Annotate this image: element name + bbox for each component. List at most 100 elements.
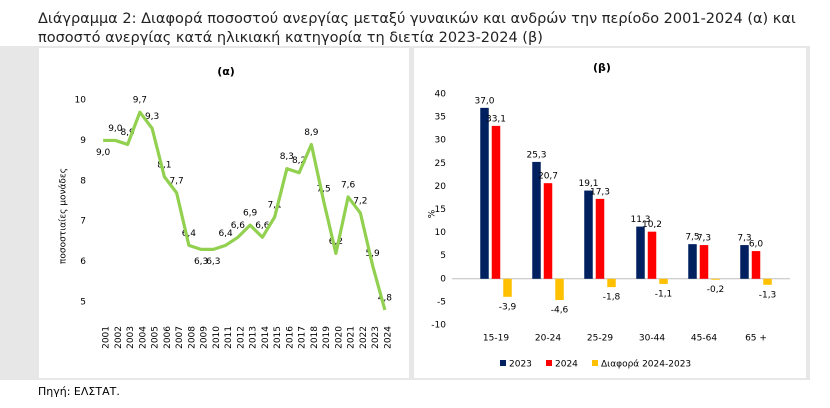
x-tick-label: 2011 xyxy=(224,326,234,349)
bar xyxy=(647,231,657,279)
legend-label: 2023 xyxy=(509,360,532,370)
bar xyxy=(503,278,512,297)
data-label: 7,3 xyxy=(697,234,711,244)
data-label: 20,7 xyxy=(538,172,558,182)
y-tick-label: 10 xyxy=(75,96,87,106)
x-tick-label: 2015 xyxy=(273,326,283,349)
y-tick-label: 25 xyxy=(435,159,446,169)
x-tick-label: 2003 xyxy=(126,326,136,349)
data-label: 8,2 xyxy=(292,156,306,166)
bar xyxy=(480,107,489,279)
legend-swatch xyxy=(500,360,506,366)
title-line: ποσοστό ανεργίας κατά ηλικιακή κατηγορία… xyxy=(38,30,543,46)
y-tick-label: -10 xyxy=(431,321,446,331)
panel-title: (α) xyxy=(217,65,235,78)
x-tick-label: 15-19 xyxy=(483,334,509,344)
x-tick-label: 2009 xyxy=(200,326,210,349)
data-label: 7,3 xyxy=(737,234,751,244)
data-label: 7,7 xyxy=(169,176,183,186)
x-tick-label: 25-29 xyxy=(587,334,613,344)
y-tick-label: 20 xyxy=(435,182,447,192)
bar xyxy=(688,244,697,279)
data-label: -0,2 xyxy=(707,285,725,295)
data-label: 25,3 xyxy=(526,150,546,160)
panel-title: (β) xyxy=(593,61,611,74)
data-label: 37,0 xyxy=(474,96,494,106)
x-tick-label: 2008 xyxy=(187,326,197,349)
y-tick-label: -5 xyxy=(437,297,446,307)
data-label: 8,9 xyxy=(304,128,319,138)
x-tick-label: 2002 xyxy=(114,326,124,349)
x-tick-label: 2014 xyxy=(261,326,271,349)
legend-swatch xyxy=(592,360,598,366)
x-tick-label: 2020 xyxy=(334,326,344,349)
x-tick-label: 2007 xyxy=(175,326,185,349)
x-tick-label: 2023 xyxy=(371,326,381,349)
x-tick-label: 2024 xyxy=(383,326,393,349)
y-tick-label: 6 xyxy=(80,257,86,267)
y-tick-label: 9 xyxy=(80,136,86,146)
data-label: 9,3 xyxy=(145,112,159,122)
bar xyxy=(607,278,616,288)
x-tick-label: 2021 xyxy=(347,326,357,349)
bar xyxy=(763,278,772,285)
title-line: Διάγραμμα 2: Διαφορά ποσοστού ανεργίας μ… xyxy=(38,11,796,27)
data-label: 4,8 xyxy=(378,293,393,303)
x-tick-label: 2005 xyxy=(151,326,161,349)
y-tick-label: 5 xyxy=(80,297,86,307)
data-label: 7,5 xyxy=(685,233,699,243)
data-label: 7,1 xyxy=(267,201,281,211)
data-label: 9,0 xyxy=(96,148,111,158)
x-tick-label: 2004 xyxy=(138,326,148,349)
x-tick-label: 2012 xyxy=(236,326,246,349)
bar xyxy=(532,161,541,279)
data-label: -1,3 xyxy=(759,290,777,300)
x-tick-label: 2001 xyxy=(102,326,112,349)
y-tick-label: 35 xyxy=(435,113,446,123)
panel-a xyxy=(39,48,409,378)
x-tick-label: 2019 xyxy=(322,326,332,349)
data-label: 6,4 xyxy=(218,229,233,239)
legend-label: Διαφορά 2024-2023 xyxy=(601,360,691,370)
data-label: 6,6 xyxy=(255,221,270,231)
bar xyxy=(699,245,709,279)
data-label: -1,1 xyxy=(655,289,673,299)
data-label: 8,3 xyxy=(280,152,294,162)
data-label: 9,0 xyxy=(108,124,123,134)
bar xyxy=(636,226,645,279)
data-label: 6,2 xyxy=(329,237,343,247)
x-tick-label: 20-24 xyxy=(535,334,561,344)
bar xyxy=(740,245,749,279)
data-label: 19,1 xyxy=(578,179,598,189)
y-axis-label: % xyxy=(428,209,438,218)
x-tick-label: 45-64 xyxy=(691,334,717,344)
x-tick-label: 2010 xyxy=(212,326,222,349)
data-label: 6,0 xyxy=(749,240,764,250)
data-label: 9,7 xyxy=(133,96,147,106)
data-label: 6,6 xyxy=(231,221,246,231)
bar xyxy=(584,190,593,279)
y-tick-label: 0 xyxy=(440,274,446,284)
data-label: 10,2 xyxy=(642,220,662,230)
data-label: 6,4 xyxy=(182,229,197,239)
y-tick-label: 7 xyxy=(80,217,86,227)
bar xyxy=(751,251,761,279)
legend-label: 2024 xyxy=(555,360,578,370)
data-label: -1,8 xyxy=(603,293,621,303)
x-tick-label: 2006 xyxy=(163,326,173,349)
bar xyxy=(595,198,605,279)
y-tick-label: 8 xyxy=(80,176,86,186)
x-tick-label: 2016 xyxy=(285,326,295,349)
data-label: 8,1 xyxy=(157,160,171,170)
data-label: 8,9 xyxy=(120,128,135,138)
line xyxy=(103,110,387,311)
data-label: -3,9 xyxy=(499,302,517,312)
y-tick-label: 30 xyxy=(435,136,447,146)
data-label: 7,2 xyxy=(353,197,367,207)
data-label: 11,3 xyxy=(630,215,650,225)
data-label: -4,6 xyxy=(551,306,569,316)
data-label: 5,9 xyxy=(365,249,380,259)
bar xyxy=(491,125,501,279)
data-label: 6,9 xyxy=(243,209,258,219)
